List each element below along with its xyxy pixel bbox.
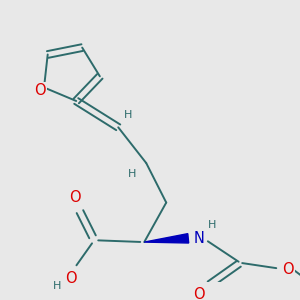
Text: O: O <box>69 190 81 206</box>
Text: H: H <box>128 169 136 179</box>
Text: H: H <box>124 110 132 120</box>
Text: O: O <box>65 271 77 286</box>
Text: N: N <box>194 231 205 246</box>
Text: H: H <box>208 220 216 230</box>
Text: O: O <box>34 83 46 98</box>
Text: O: O <box>194 287 205 300</box>
Text: H: H <box>53 281 61 291</box>
Polygon shape <box>144 234 189 243</box>
Text: O: O <box>282 262 294 277</box>
